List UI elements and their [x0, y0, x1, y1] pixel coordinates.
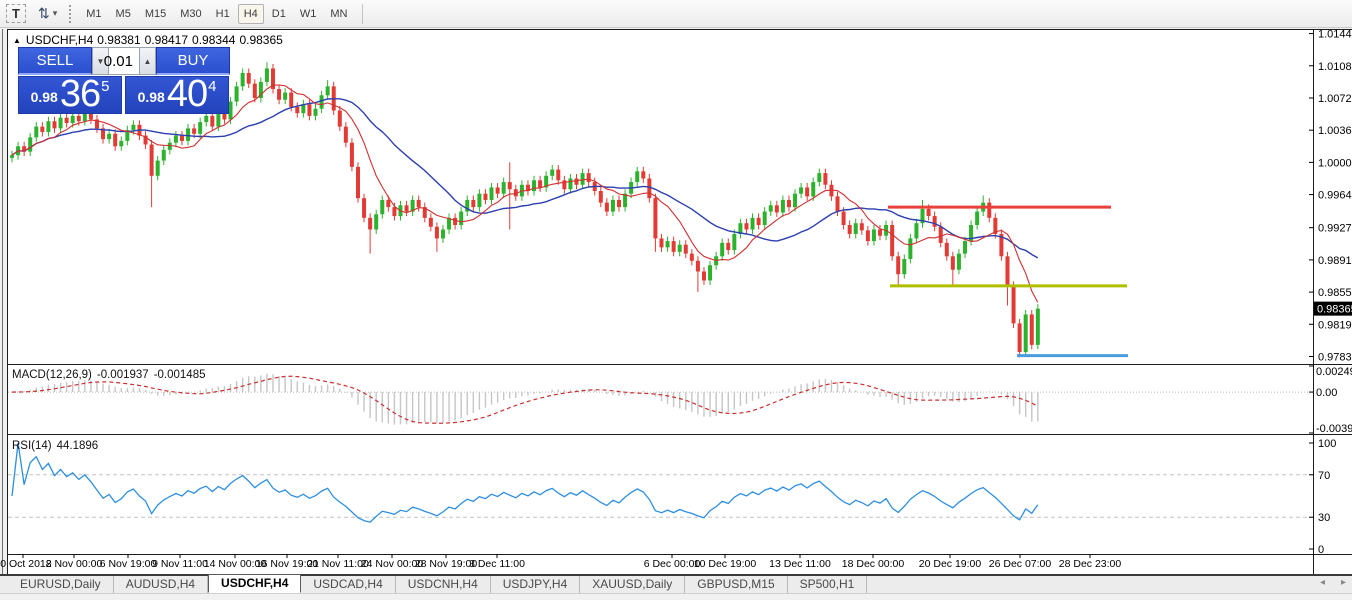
rsi-name: RSI(14): [12, 440, 52, 452]
buy-button-label: BUY: [177, 52, 209, 69]
toolbar: T ⇅ ▾ M1 M5 M15 M30 H1 H4 D1 W1 MN: [0, 0, 1352, 28]
macd-value-main: -0.001937: [96, 369, 149, 381]
chart-tab-eurusd[interactable]: EURUSD,Daily: [8, 576, 114, 593]
double-arrow-icon: ⇅: [38, 5, 50, 21]
ohlc-high: 0.98417: [144, 33, 189, 47]
time-axis-row: [7, 555, 1352, 574]
timeframe-button-mn[interactable]: MN: [330, 7, 348, 20]
timeframe-button-d1[interactable]: D1: [271, 7, 286, 20]
timeframe-button-m1[interactable]: M1: [86, 7, 102, 20]
sell-button[interactable]: SELL: [18, 47, 92, 75]
price-axis-border[interactable]: [1313, 29, 1314, 574]
rsi-value: 44.1896: [56, 440, 99, 452]
text-tool-button[interactable]: T: [6, 4, 26, 23]
chart-header: ▲ USDCHF,H4 0.98381 0.98417 0.98344 0.98365: [13, 33, 287, 47]
rsi-panel[interactable]: [7, 435, 1352, 554]
tab-scroll-left-icon[interactable]: ◂: [1319, 577, 1325, 588]
timeframe-button-h1[interactable]: H1: [215, 7, 230, 20]
buy-price-pipette: 4: [208, 78, 217, 95]
timeframe-button-m30[interactable]: M30: [180, 7, 202, 20]
timeframe-buttons: M1 M5 M15 M30 H1 H4 D1 W1 MN: [79, 0, 354, 28]
sell-button-label: SELL: [36, 52, 74, 69]
chart-tab-sp500[interactable]: SP500,H1: [788, 576, 868, 593]
timeframe-button-w1[interactable]: W1: [299, 7, 317, 20]
sell-price-prefix: 0.98: [30, 89, 58, 105]
sell-price-display[interactable]: 0.98 36 5: [18, 73, 122, 115]
chart-tab-xauusd[interactable]: XAUUSD,Daily: [580, 576, 686, 593]
chart-tab-usdchf[interactable]: USDCHF,H4: [208, 574, 302, 593]
text-tool-icon: T: [12, 6, 20, 21]
volume-input[interactable]: 0.01: [104, 47, 139, 75]
macd-label: MACD(12,26,9) -0.001937 -0.001485: [12, 369, 210, 381]
timeframe-button-m15[interactable]: M15: [144, 7, 167, 20]
chart-tab-usdcnh[interactable]: USDCNH,H4: [396, 576, 491, 593]
buy-price-big-digits: 40: [166, 73, 208, 115]
spinner-down-icon: ▼: [96, 56, 105, 66]
window-left-edge: [2, 29, 3, 592]
collapse-triangle-icon[interactable]: ▲: [13, 36, 21, 45]
rsi-label: RSI(14) 44.1896: [12, 440, 103, 452]
timeframe-button-m5[interactable]: M5: [115, 7, 131, 20]
status-bar: [0, 593, 1352, 600]
toolbar-separator: [362, 3, 364, 24]
sell-price-pipette: 5: [101, 78, 110, 95]
macd-value-signal: -0.001485: [153, 369, 206, 381]
symbols-tool-button[interactable]: ⇅ ▾: [38, 5, 57, 22]
one-click-trading-widget: SELL ▼ 0.01 ▲ BUY 0.98 36 5 0.98 4: [18, 47, 230, 114]
tab-scroll-right-icon[interactable]: ▸: [1340, 577, 1346, 588]
timeframe-button-h4[interactable]: H4: [237, 3, 264, 24]
macd-name: MACD(12,26,9): [12, 369, 92, 381]
chart-top-border: [7, 29, 1352, 30]
spinner-up-icon: ▲: [143, 56, 152, 66]
buy-button[interactable]: BUY: [156, 47, 230, 75]
sell-price-big-digits: 36: [59, 73, 101, 115]
chart-symbol-label: USDCHF,H4: [25, 33, 94, 47]
chart-left-border: [7, 29, 8, 574]
timescale-separator: [7, 554, 1352, 555]
buy-price-display[interactable]: 0.98 40 4: [125, 73, 229, 115]
ohlc-close: 0.98365: [239, 33, 283, 47]
chart-tab-bar: EURUSD,Daily AUDUSD,H4 USDCHF,H4 USDCAD,H4 U…: [0, 574, 1352, 593]
volume-decrease-button[interactable]: ▼: [92, 47, 109, 75]
tab-scroll-buttons: ◂ ▸: [1320, 577, 1346, 588]
macd-separator[interactable]: [7, 364, 1352, 365]
chart-tab-audusd[interactable]: AUDUSD,H4: [114, 576, 209, 593]
ohlc-open: 0.98381: [97, 33, 141, 47]
chart-tab-usdjpy[interactable]: USDJPY,H4: [491, 576, 581, 593]
rsi-separator[interactable]: [7, 434, 1352, 435]
buy-price-prefix: 0.98: [137, 89, 165, 105]
volume-value: 0.01: [103, 52, 133, 70]
chevron-down-icon: ▾: [52, 8, 58, 18]
volume-increase-button[interactable]: ▲: [139, 47, 156, 75]
ohlc-low: 0.98344: [192, 33, 236, 47]
chart-tab-usdcad[interactable]: USDCAD,H4: [301, 576, 396, 593]
chart-tab-gbpusd[interactable]: GBPUSD,M15: [685, 576, 788, 593]
toolbar-grip[interactable]: [69, 4, 73, 23]
